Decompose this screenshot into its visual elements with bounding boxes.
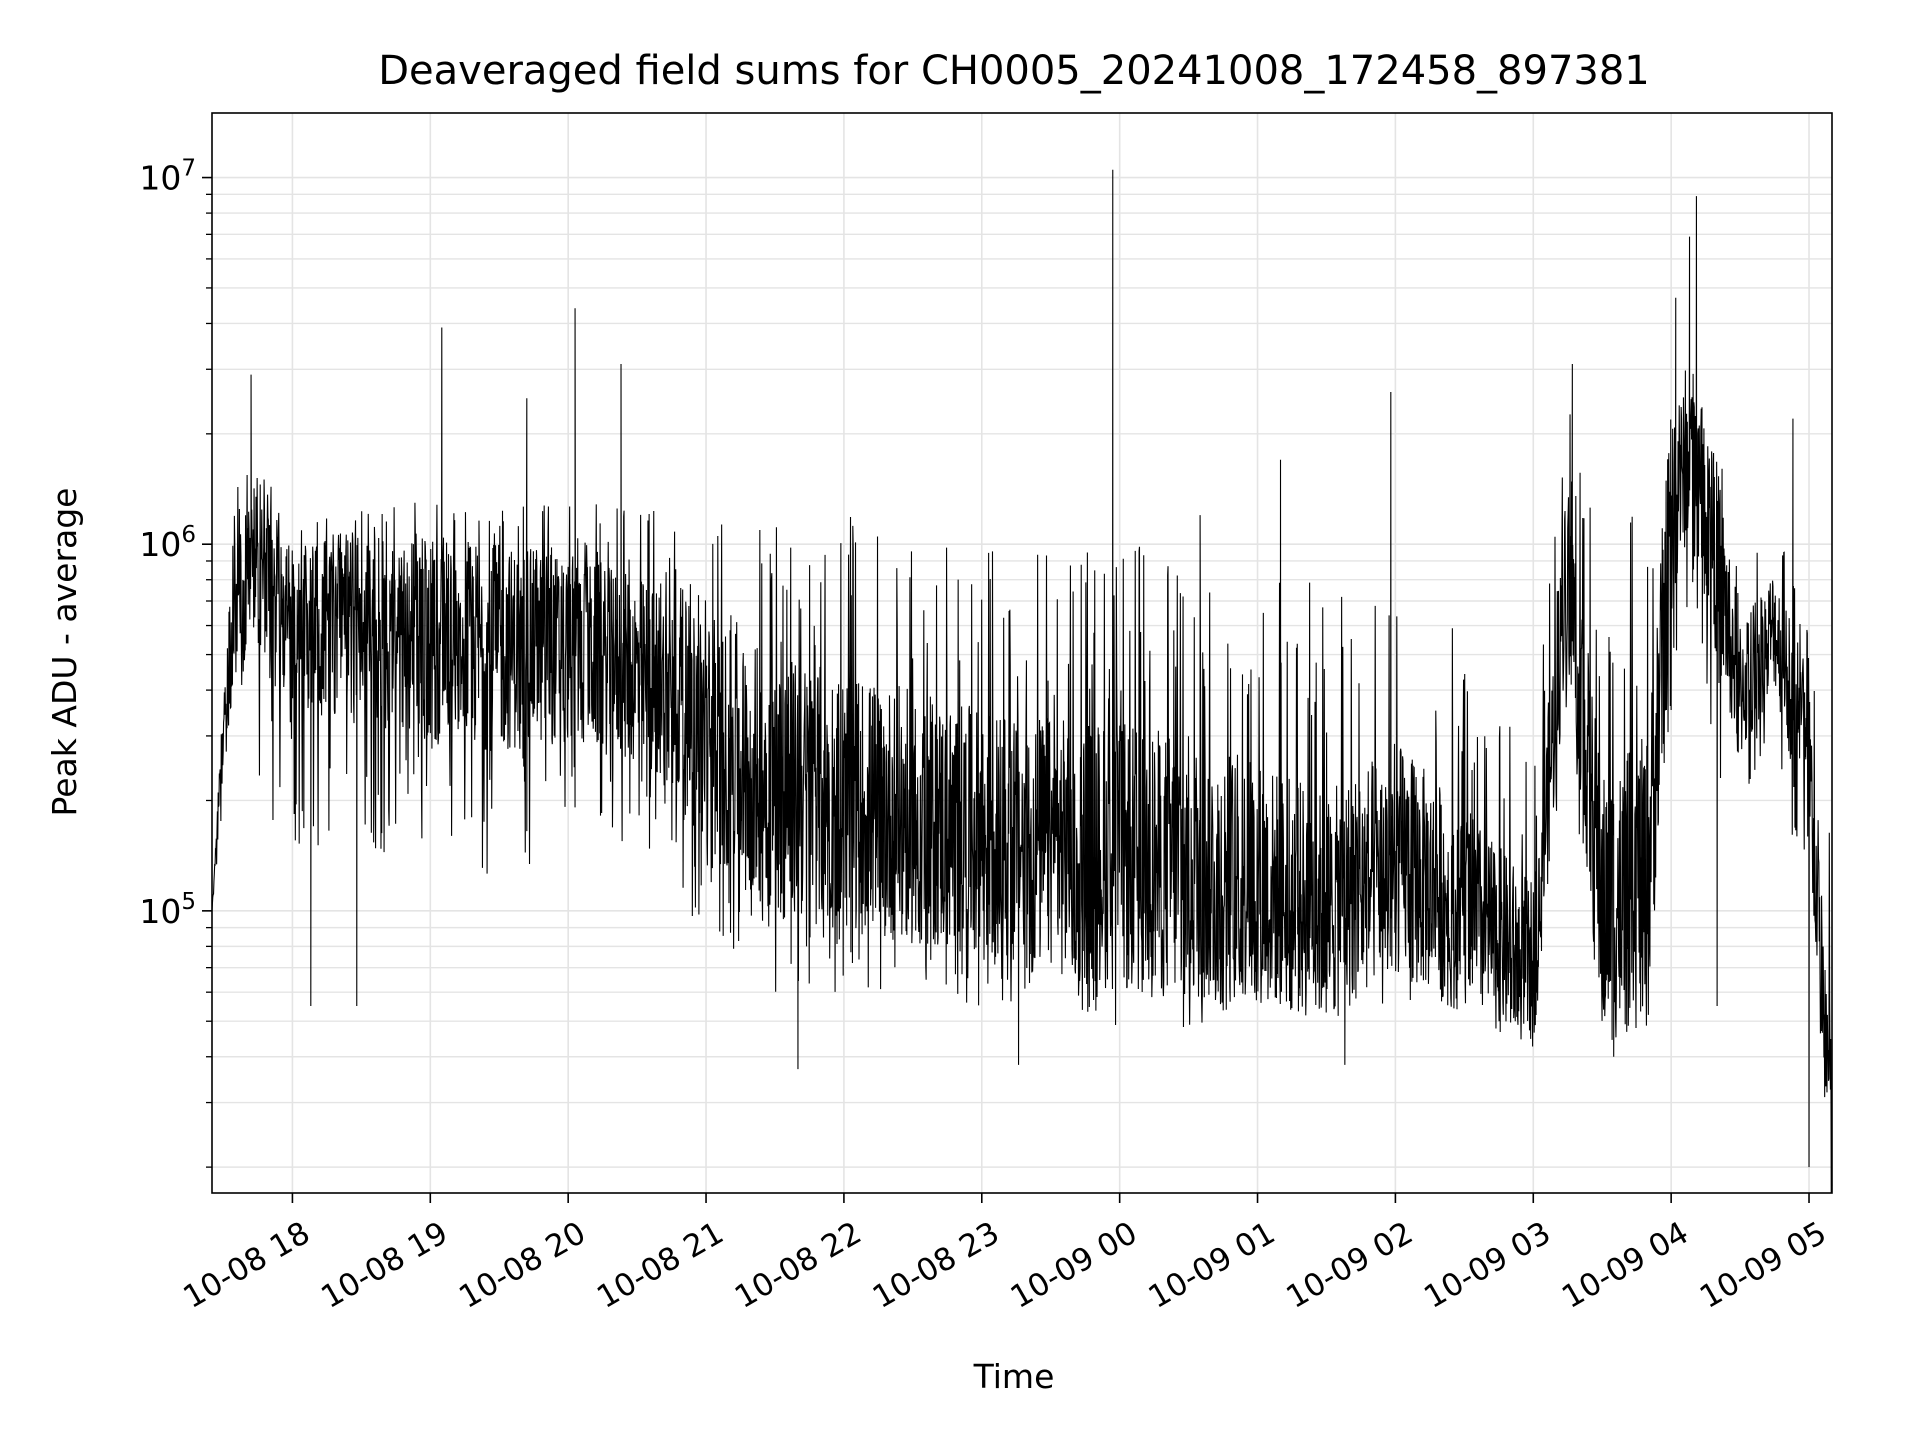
y-axis-label: Peak ADU - average	[45, 488, 84, 817]
plot-area	[211, 169, 1833, 1194]
y-tick-label: 106	[139, 522, 196, 564]
chart-title: Deaveraged field sums for CH0005_2024100…	[378, 48, 1650, 94]
y-axis: 105 106 107	[139, 156, 212, 1168]
x-axis-label: Time	[973, 1357, 1055, 1396]
y-tick-label: 105	[139, 889, 196, 931]
plot-frame	[211, 112, 1833, 1194]
y-tick-label: 107	[139, 156, 196, 198]
data-series-line	[211, 169, 1833, 1194]
